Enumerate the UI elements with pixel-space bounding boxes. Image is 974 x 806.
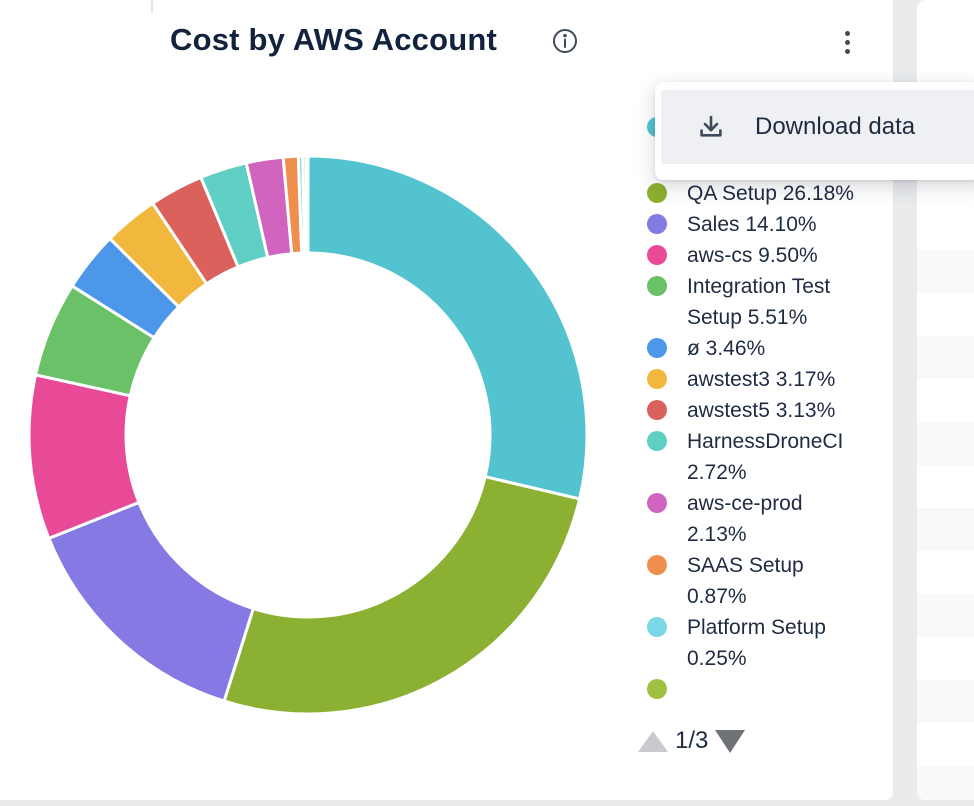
legend-label: awstest3 3.17% [687, 368, 836, 391]
legend-item[interactable]: awstest3 3.17% [647, 364, 885, 395]
kebab-menu-icon [844, 39, 850, 45]
legend-swatch [647, 338, 667, 358]
legend-swatch [647, 369, 667, 389]
legend-item[interactable]: SAAS Setup 0.87% [647, 550, 885, 612]
donut-slice[interactable] [47, 500, 255, 703]
legend-item[interactable]: ø 3.46% [647, 333, 885, 364]
legend-page-indicator: 1/3 [675, 727, 709, 754]
donut-slice[interactable] [306, 154, 589, 501]
menu-item-download-data[interactable]: Download data [661, 90, 974, 164]
chart-title: Cost by AWS Account [170, 22, 498, 57]
legend-item[interactable]: awstest5 3.13% [647, 395, 885, 426]
legend-item[interactable]: Platform Setup 0.25% [647, 612, 885, 674]
legend-label: Platform Setup 0.25% [687, 616, 826, 670]
legend-swatch [647, 183, 667, 203]
legend-item[interactable]: aws-cs 9.50% [647, 240, 885, 271]
legend-item[interactable] [647, 674, 885, 722]
legend-swatch [647, 400, 667, 420]
divider [151, 0, 153, 13]
download-icon [700, 115, 722, 137]
legend-item[interactable]: HarnessDroneCI 2.72% [647, 426, 885, 488]
legend-label: Integration Test Setup 5.51% [687, 275, 831, 329]
legend-label: awstest5 3.13% [687, 399, 836, 422]
legend-swatch [647, 493, 667, 513]
legend-item[interactable]: aws-ce-prod 2.13% [647, 488, 885, 550]
legend-item[interactable]: Integration Test Setup 5.51% [647, 271, 885, 333]
context-menu: Download data [655, 82, 974, 180]
legend-label: HarnessDroneCI 2.72% [687, 430, 844, 484]
donut-slice[interactable] [304, 154, 310, 255]
legend-swatch [647, 276, 667, 296]
legend-item[interactable]: Sales 14.10% [647, 209, 885, 240]
kebab-menu-icon [844, 48, 850, 54]
info-circle-icon [553, 29, 577, 53]
legend-label: ø 3.46% [687, 337, 766, 360]
donut-slice[interactable] [222, 475, 582, 716]
legend-label: aws-ce-prod 2.13% [687, 492, 803, 546]
kebab-menu-icon [844, 30, 850, 36]
donut-chart [27, 154, 589, 716]
info-icon[interactable] [552, 28, 578, 54]
legend-swatch [647, 245, 667, 265]
menu-item-label: Download data [755, 113, 916, 140]
legend-label: aws-cs 9.50% [687, 244, 818, 267]
legend-label: Sales 14.10% [687, 213, 817, 236]
legend-swatch [647, 555, 667, 575]
legend-swatch [647, 679, 667, 699]
legend-label: SAAS Setup 0.87% [687, 554, 804, 608]
legend-label: QA Setup 26.18% [687, 182, 854, 205]
legend-next-button[interactable] [715, 729, 746, 753]
legend-swatch [647, 617, 667, 637]
legend-item[interactable]: QA Setup 26.18% [647, 178, 885, 209]
legend-pagination: 1/3 [638, 727, 746, 755]
legend-swatch [647, 431, 667, 451]
chart-legend: QA Setup 26.18% Sales 14.10% aws-cs 9.50% I… [647, 112, 885, 722]
adjacent-card-rows [917, 250, 974, 800]
legend-swatch [647, 214, 667, 234]
legend-prev-button[interactable] [638, 730, 668, 752]
more-options-button[interactable] [833, 22, 861, 62]
